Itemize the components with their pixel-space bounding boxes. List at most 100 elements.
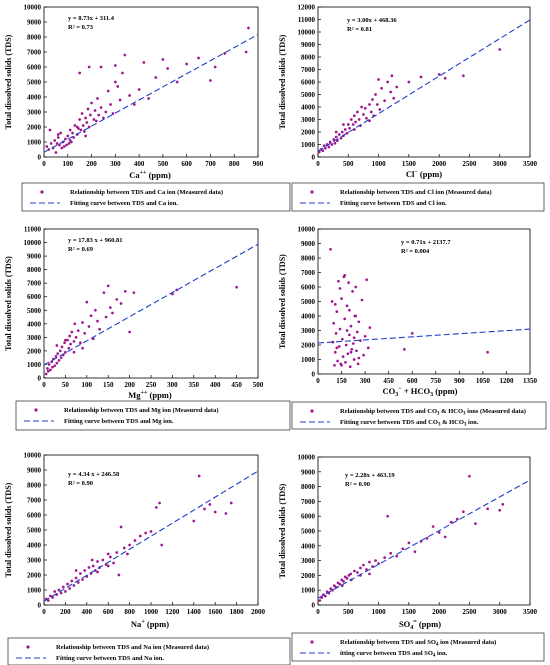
data-point (123, 53, 127, 57)
x-tick-label: 0 (42, 160, 46, 168)
y-tick-label: 0 (38, 375, 42, 383)
data-point (386, 80, 390, 84)
y-tick-label: 1000 (27, 139, 42, 147)
y-tick-label: 3000 (301, 116, 316, 124)
chart-so4: 0100020003000400050006000700080009000100… (278, 454, 545, 662)
y-tick-label: 10000 (298, 226, 316, 234)
y-tick-label: 8000 (27, 266, 42, 274)
y-tick-label: 2000 (27, 347, 42, 355)
data-point (340, 584, 344, 588)
data-point (374, 559, 377, 562)
data-point (462, 74, 465, 78)
data-point (329, 247, 332, 251)
data-point (74, 569, 78, 572)
data-point (339, 136, 343, 140)
data-point (343, 128, 347, 131)
data-point (123, 289, 127, 293)
data-point (341, 355, 345, 358)
y-tick-label: 3000 (27, 334, 42, 342)
data-point (64, 137, 67, 141)
data-point (89, 314, 93, 318)
data-point (357, 356, 361, 360)
data-point (342, 579, 345, 583)
data-point (96, 97, 99, 100)
data-point (112, 561, 115, 565)
data-point (340, 337, 344, 341)
data-point (128, 94, 131, 97)
data-point (330, 300, 334, 303)
data-point (468, 474, 471, 478)
data-point (79, 128, 83, 132)
data-point (378, 108, 382, 111)
data-point (340, 578, 343, 582)
y-tick-label: 3000 (301, 557, 316, 565)
y-tick-label: 9000 (27, 253, 42, 261)
data-point (57, 359, 61, 362)
legend-text: Relationship between TDS and CO (340, 408, 437, 415)
x-tick-label: 2000 (251, 608, 266, 616)
data-point (97, 113, 101, 117)
data-point (70, 579, 74, 583)
data-point (142, 61, 146, 64)
data-point (87, 566, 91, 569)
x-label-text: Cl (406, 169, 415, 179)
x-tick-label: 400 (210, 381, 221, 389)
x-label-tail: + HCO (402, 386, 431, 396)
data-point (59, 591, 63, 595)
x-tick-label: 3500 (523, 608, 538, 616)
r-squared: R² = 0.73 (68, 24, 94, 31)
y-tick-label: 1000 (27, 587, 42, 595)
data-point (59, 131, 62, 135)
legend-points-label: Relationship between TDS and Cl ion (Mea… (340, 189, 492, 196)
data-point (57, 588, 61, 592)
legend-sub: 3 (438, 423, 441, 428)
data-point (354, 314, 358, 318)
data-point (336, 581, 340, 585)
data-point (45, 145, 49, 148)
x-tick-label: 1400 (187, 608, 202, 616)
y-tick-label: 10000 (24, 452, 42, 460)
x-tick-label: 600 (103, 608, 114, 616)
data-point (345, 577, 349, 580)
data-point (102, 116, 105, 120)
data-point (322, 144, 326, 148)
data-point (90, 101, 93, 105)
data-point (344, 343, 348, 347)
x-tick-label: 150 (103, 381, 114, 389)
y-tick-label: 7000 (27, 497, 42, 505)
data-point (351, 290, 354, 293)
data-point (66, 582, 69, 586)
data-point (368, 572, 371, 576)
y-tick-label: 0 (312, 154, 316, 162)
x-label-sub: 3 (395, 392, 398, 398)
data-point (68, 128, 72, 132)
data-point (208, 503, 212, 506)
legend-text: ion. (435, 650, 447, 657)
legend-fit-label: Fitting curve between TDS and CO3 & HCO3… (340, 419, 479, 428)
data-point (229, 501, 233, 505)
data-point (108, 555, 112, 559)
x-label-sup: ++ (141, 390, 148, 396)
fit-equation: y = 0.71x + 2137.7 (401, 239, 451, 246)
data-point (93, 109, 97, 112)
x-axis-label: Na+ (ppm) (131, 619, 169, 629)
legend-point-marker (34, 408, 38, 412)
data-point (340, 130, 344, 134)
data-point (346, 123, 350, 126)
data-point (89, 113, 92, 117)
data-point (81, 346, 84, 350)
data-point (356, 362, 360, 366)
data-point (338, 287, 342, 290)
y-tick-label: 8000 (301, 483, 316, 491)
points-layer (44, 26, 258, 154)
data-point (345, 304, 349, 308)
data-point (60, 345, 64, 349)
x-tick-label: 1800 (230, 608, 245, 616)
data-point (449, 520, 453, 524)
data-point (50, 360, 54, 364)
data-point (334, 130, 338, 134)
data-point (58, 143, 61, 147)
legend-box (291, 632, 545, 662)
data-point (138, 534, 142, 538)
data-point (419, 75, 423, 79)
